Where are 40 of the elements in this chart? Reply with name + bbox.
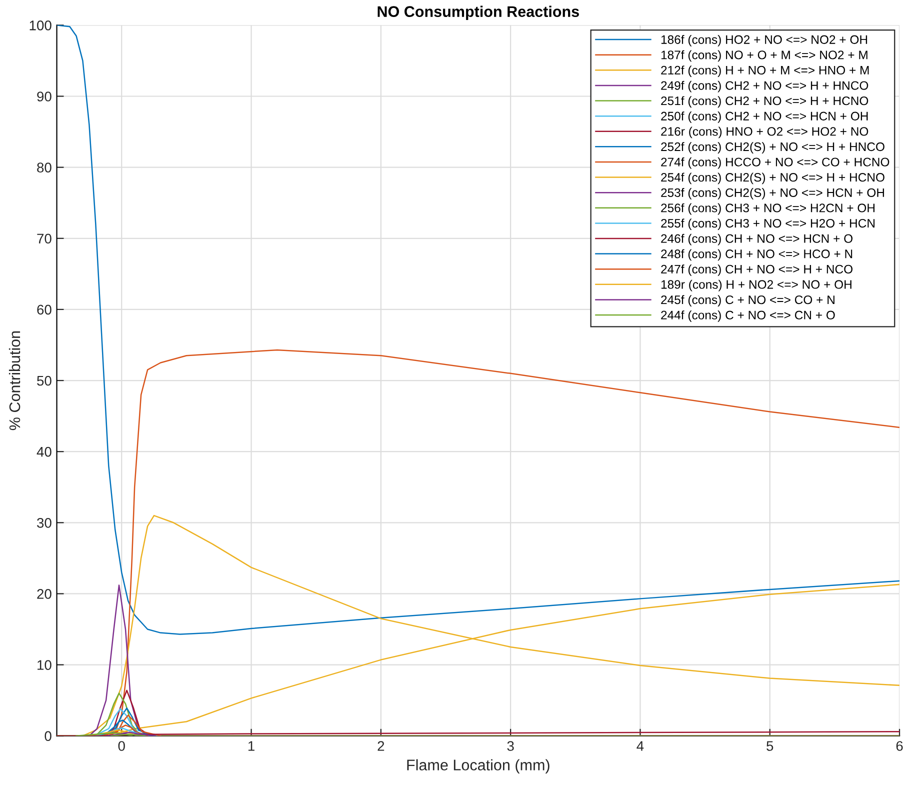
x-tick-label: 3 — [507, 741, 514, 751]
legend-label: 256f (cons) CH3 + NO <=> H2CN + OH — [661, 203, 874, 215]
y-tick-label: 0 — [44, 731, 52, 742]
x-tick-label: 0 — [118, 741, 125, 751]
legend-label: 253f (cons) CH2(S) + NO <=> HCN + OH — [661, 188, 884, 200]
x-tick-label: 1 — [248, 741, 254, 751]
legend-label: 216r (cons) HNO + O2 <=> HO2 + NO — [661, 126, 868, 138]
legend-label: 255f (cons) CH3 + NO <=> H2O + HCN — [661, 218, 874, 230]
legend-label: 250f (cons) CH2 + NO <=> HCN + OH — [661, 111, 868, 123]
y-tick-label: 90 — [37, 92, 52, 102]
y-tick-label: 50 — [37, 376, 52, 386]
legend-label: 212f (cons) H + NO + M <=> HNO + M — [661, 66, 869, 77]
x-tick-label: 2 — [378, 741, 384, 751]
y-tick-label: 40 — [36, 446, 52, 457]
legend-label: 189r (cons) H + NO2 <=> NO + OH — [661, 280, 852, 292]
legend-label: 254f (cons) CH2(S) + NO <=> H + HCNO — [661, 172, 884, 184]
y-tick-label: 100 — [30, 20, 52, 30]
x-axis-title: Flame Location (mm) — [407, 759, 550, 774]
legend-label: 244f (cons) C + NO <=> CN + O — [661, 310, 835, 322]
legend-label: 247f (cons) CH + NO <=> H + NCO — [661, 264, 852, 276]
legend-label: 245f (cons) C + NO <=> CO + N — [661, 295, 834, 307]
legend-label: 251f (cons) CH2 + NO <=> H + HCNO — [661, 96, 868, 108]
legend-label: 187f (cons) NO + O + M <=> NO2 + M — [661, 50, 868, 62]
y-tick-label: 20 — [37, 589, 52, 599]
legend-label: 252f (cons) CH2(S) + NO <=> H + HNCO — [661, 142, 884, 154]
x-tick-label: 5 — [766, 741, 774, 751]
legend-label: 248f (cons) CH + NO <=> HCO + N — [661, 249, 852, 261]
y-axis-title: % Contribution — [8, 331, 20, 430]
y-tick-label: 10 — [38, 660, 52, 670]
x-tick-label: 4 — [636, 741, 644, 751]
y-tick-label: 30 — [37, 518, 52, 528]
legend-label: 246f (cons) CH + NO <=> HCN + O — [661, 234, 852, 246]
y-tick-label: 80 — [37, 162, 52, 172]
legend-label: 274f (cons) HCCO + NO <=> CO + HCNO — [661, 157, 890, 169]
y-tick-label: 60 — [37, 304, 52, 315]
x-tick-label: 6 — [896, 741, 903, 751]
chart-title: NO Consumption Reactions — [378, 6, 579, 20]
legend-label: 249f (cons) CH2 + NO <=> H + HNCO — [661, 80, 868, 92]
legend-label: 186f (cons) HO2 + NO <=> NO2 + OH — [661, 34, 868, 46]
y-tick-label: 70 — [37, 234, 52, 244]
